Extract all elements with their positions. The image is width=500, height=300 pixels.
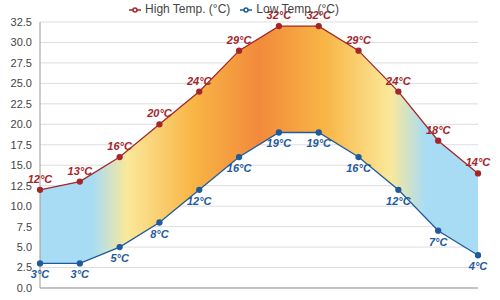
svg-text:27.5: 27.5: [11, 57, 32, 69]
svg-text:0.0: 0.0: [17, 282, 32, 294]
svg-text:17.5: 17.5: [11, 139, 32, 151]
svg-text:16°C: 16°C: [346, 162, 372, 174]
svg-text:20.0: 20.0: [11, 118, 32, 130]
svg-text:20°C: 20°C: [146, 107, 173, 119]
svg-text:13°C: 13°C: [68, 165, 94, 177]
svg-text:12°C: 12°C: [386, 195, 412, 207]
svg-text:7.5: 7.5: [17, 221, 32, 233]
svg-text:16°C: 16°C: [227, 162, 253, 174]
svg-text:12°C: 12°C: [28, 173, 54, 185]
svg-text:24°C: 24°C: [385, 75, 412, 87]
svg-text:7°C: 7°C: [429, 236, 449, 248]
svg-text:30.0: 30.0: [11, 36, 32, 48]
svg-text:29°C: 29°C: [345, 34, 372, 46]
svg-text:8°C: 8°C: [150, 228, 170, 240]
svg-text:19°C: 19°C: [306, 137, 332, 149]
svg-text:29°C: 29°C: [226, 34, 253, 46]
svg-text:14°C: 14°C: [466, 156, 492, 168]
svg-text:24°C: 24°C: [186, 75, 213, 87]
svg-text:19°C: 19°C: [267, 137, 293, 149]
svg-text:12°C: 12°C: [187, 195, 213, 207]
svg-text:2.5: 2.5: [17, 261, 32, 273]
svg-text:22.5: 22.5: [11, 98, 32, 110]
svg-text:15.0: 15.0: [11, 159, 32, 171]
svg-text:16°C: 16°C: [107, 140, 133, 152]
svg-text:3°C: 3°C: [71, 268, 91, 280]
svg-text:32°C: 32°C: [267, 9, 293, 21]
svg-text:3°C: 3°C: [31, 268, 51, 280]
svg-text:5.0: 5.0: [17, 241, 32, 253]
svg-text:5°C: 5°C: [110, 252, 130, 264]
svg-text:10.0: 10.0: [11, 200, 32, 212]
svg-text:4°C: 4°C: [468, 260, 489, 272]
svg-text:25.0: 25.0: [11, 77, 32, 89]
svg-text:18°C: 18°C: [426, 124, 452, 136]
svg-text:32.5: 32.5: [11, 16, 32, 28]
svg-text:32°C: 32°C: [306, 9, 332, 21]
